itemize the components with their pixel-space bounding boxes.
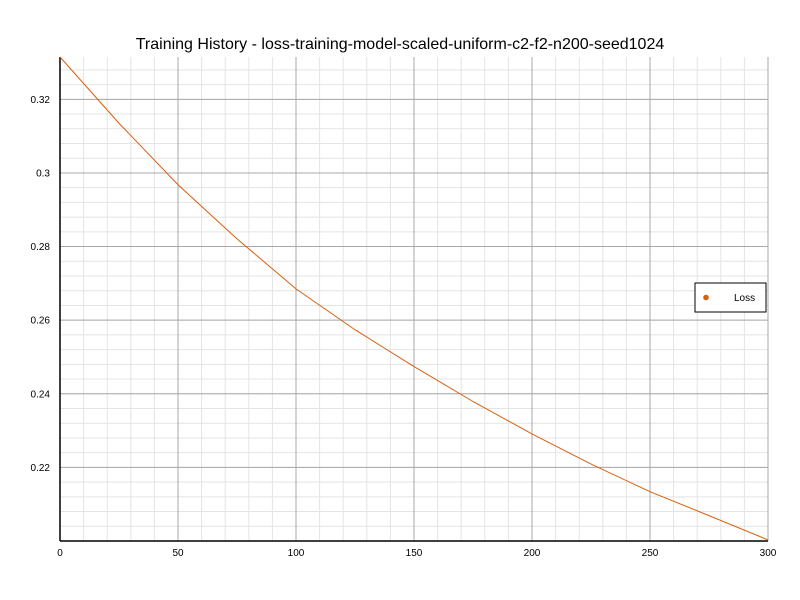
legend-label: Loss — [734, 293, 755, 304]
y-tick-label: 0.28 — [31, 242, 51, 253]
legend: Loss — [694, 282, 767, 313]
x-tick-label: 0 — [57, 548, 63, 559]
series-layer — [59, 56, 769, 541]
x-tick-label: 150 — [406, 548, 423, 559]
loss-series-line — [59, 56, 769, 541]
x-axis-ticks: 0 50 100 150 200 250 300 — [57, 548, 777, 559]
x-tick-label: 50 — [172, 548, 184, 559]
x-tick-label: 200 — [524, 548, 541, 559]
legend-box — [694, 282, 767, 313]
y-tick-label: 0.32 — [31, 95, 51, 106]
y-tick-label: 0.3 — [36, 168, 50, 179]
major-grid — [59, 57, 769, 541]
legend-marker — [703, 294, 709, 301]
x-tick-label: 100 — [288, 548, 305, 559]
y-tick-label: 0.22 — [31, 463, 51, 474]
x-tick-label: 300 — [760, 548, 777, 559]
y-axis-ticks: 0.22 0.24 0.26 0.28 0.3 0.32 — [31, 95, 51, 474]
y-tick-label: 0.26 — [31, 316, 51, 327]
x-tick-label: 250 — [642, 548, 659, 559]
y-tick-label: 0.24 — [31, 389, 51, 400]
axes — [59, 57, 768, 542]
chart-title: Training History - loss-training-model-s… — [136, 36, 665, 53]
